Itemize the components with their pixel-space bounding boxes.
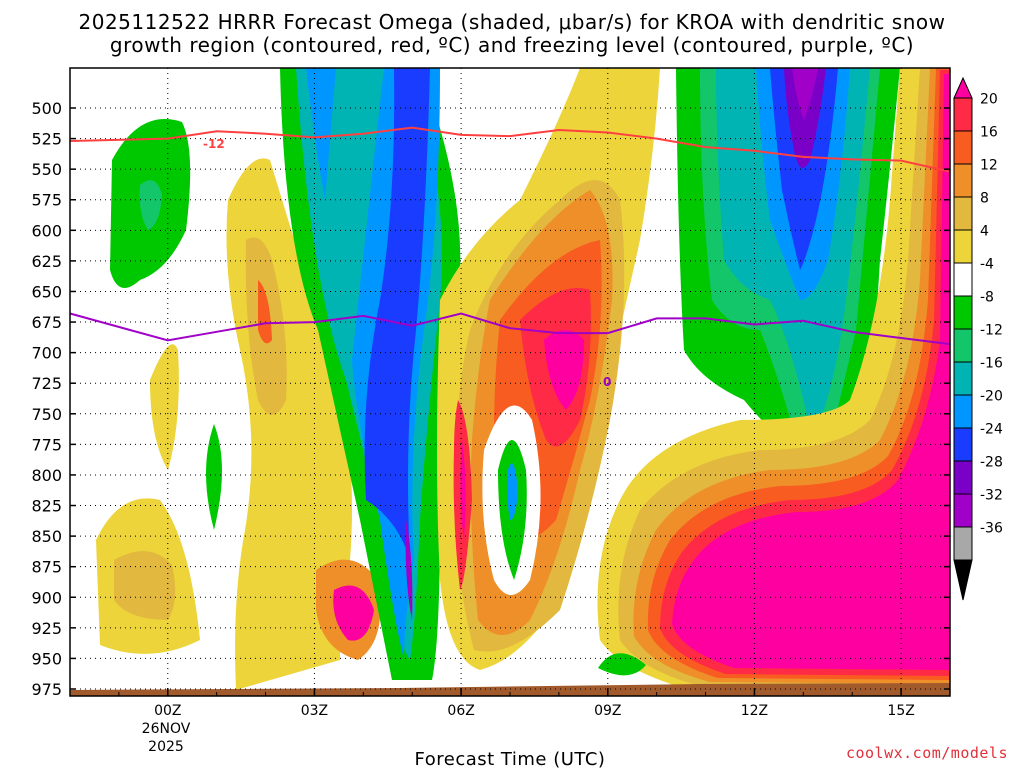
y-tick-label: 650 <box>31 282 62 301</box>
y-tick-label: 925 <box>31 619 62 638</box>
omega-region-neg-right-6 <box>792 68 818 120</box>
colorbar-swatch <box>953 526 973 561</box>
colorbar-label: 8 <box>980 191 989 207</box>
colorbar-swatch <box>953 361 973 396</box>
colorbar-label: 20 <box>980 92 998 108</box>
omega-shaded-field <box>70 68 950 696</box>
x-tick-label: 15Z <box>887 703 914 719</box>
colorbar-label: -24 <box>980 422 1003 438</box>
colorbar-swatch <box>953 427 973 462</box>
colorbar-swatch <box>953 328 973 363</box>
omega-region-pos-lower-left-core <box>114 551 176 620</box>
omega-region-pos-column-1-inner <box>258 280 272 344</box>
omega-region-neg-central-deep <box>364 68 430 560</box>
colorbar-label: -16 <box>980 356 1003 372</box>
x-axis-label: Forecast Time (UTC) <box>415 749 606 768</box>
x-date-day: 26NOV <box>142 721 191 737</box>
colorbar-swatch <box>953 295 973 330</box>
y-tick-label: 825 <box>31 497 62 516</box>
omega-region-neg-central-blue <box>306 68 336 200</box>
omega-region-pos-left-lobe-core <box>460 440 466 540</box>
colorbar-label: 16 <box>980 125 998 141</box>
colorbar-label: -32 <box>980 488 1003 504</box>
colorbar-swatch <box>953 460 973 495</box>
colorbar-label: -4 <box>980 257 994 273</box>
colorbar-swatch <box>953 130 973 165</box>
omega-region-pos-thin-column <box>150 344 179 470</box>
omega-region-neg-central-max <box>405 520 413 620</box>
omega-region-neg-right-4 <box>770 68 838 270</box>
colorbar-swatch <box>953 163 973 198</box>
y-tick-label: 750 <box>31 405 62 424</box>
y-tick-label: 625 <box>31 252 62 271</box>
x-tick-label: 09Z <box>594 703 621 719</box>
colorbar: 20 16 12 8 4 -4 -8 -12 -16 -20 -24 -28 -32 -36 <box>953 76 1003 601</box>
omega-region-neg-lens-left <box>206 424 222 530</box>
colorbar-label: -20 <box>980 389 1003 405</box>
y-tick-label: 500 <box>31 99 62 118</box>
dendritic-growth-contour <box>69 126 951 173</box>
colorbar-swatch <box>953 196 973 231</box>
x-tick-label: 06Z <box>447 703 474 719</box>
colorbar-swatch <box>953 493 973 528</box>
y-tick-label: 725 <box>31 374 62 393</box>
colorbar-label: -8 <box>980 290 994 306</box>
y-tick-label: 600 <box>31 221 62 240</box>
omega-region-pos-lower-right-max <box>672 74 950 670</box>
colorbar-swatch <box>953 262 973 297</box>
colorbar-swatch <box>953 229 973 264</box>
y-tick-label: 575 <box>31 191 62 210</box>
freezing-level-contour-label: 0 <box>603 375 611 389</box>
dendritic-growth-contour-label: -12 <box>203 137 225 151</box>
y-tick-label: 900 <box>31 588 62 607</box>
colorbar-label: 4 <box>980 224 989 240</box>
y-tick-label: 850 <box>31 527 62 546</box>
colorbar-label: -12 <box>980 323 1003 339</box>
omega-region-pos-central-plume-5 <box>544 330 584 410</box>
y-tick-label: 875 <box>31 558 62 577</box>
y-tick-label: 550 <box>31 160 62 179</box>
y-tick-label: 525 <box>31 130 62 149</box>
y-axis: 500 525 550 575 600 625 650 675 700 725 750 775 800 8… <box>31 99 950 699</box>
colorbar-label: -36 <box>980 521 1003 537</box>
colorbar-label: 12 <box>980 158 998 174</box>
x-tick-label: 12Z <box>741 703 768 719</box>
colorbar-label: -28 <box>980 455 1003 471</box>
y-tick-label: 800 <box>31 466 62 485</box>
colorbar-top-arrow <box>953 76 973 99</box>
colorbar-swatch <box>953 394 973 429</box>
y-tick-label: 700 <box>31 344 62 363</box>
colorbar-bottom-arrow <box>953 559 973 601</box>
omega-region-neg-right-5 <box>784 68 826 168</box>
freezing-level-contour <box>69 312 951 346</box>
y-tick-label: 775 <box>31 435 62 454</box>
y-tick-label: 950 <box>31 649 62 668</box>
grid <box>70 68 950 696</box>
x-tick-label: 00Z <box>154 703 181 719</box>
x-date-year: 2025 <box>148 739 184 755</box>
x-tick-label: 03Z <box>301 703 328 719</box>
chart-title-line-1: 2025112522 HRRR Forecast Omega (shaded, … <box>78 10 946 34</box>
colorbar-swatch <box>953 97 973 132</box>
chart-title-line-2: growth region (contoured, red, ºC) and f… <box>109 33 915 57</box>
source-credit: coolwx.com/models <box>845 744 1008 762</box>
omega-region-neg-upper-left-core <box>139 180 162 230</box>
omega-region-pos-low-1-core <box>333 585 374 641</box>
y-tick-label: 675 <box>31 313 62 332</box>
y-tick-label: 975 <box>31 680 62 699</box>
x-axis: 00Z 03Z 06Z 09Z 12Z 15Z <box>69 688 951 719</box>
